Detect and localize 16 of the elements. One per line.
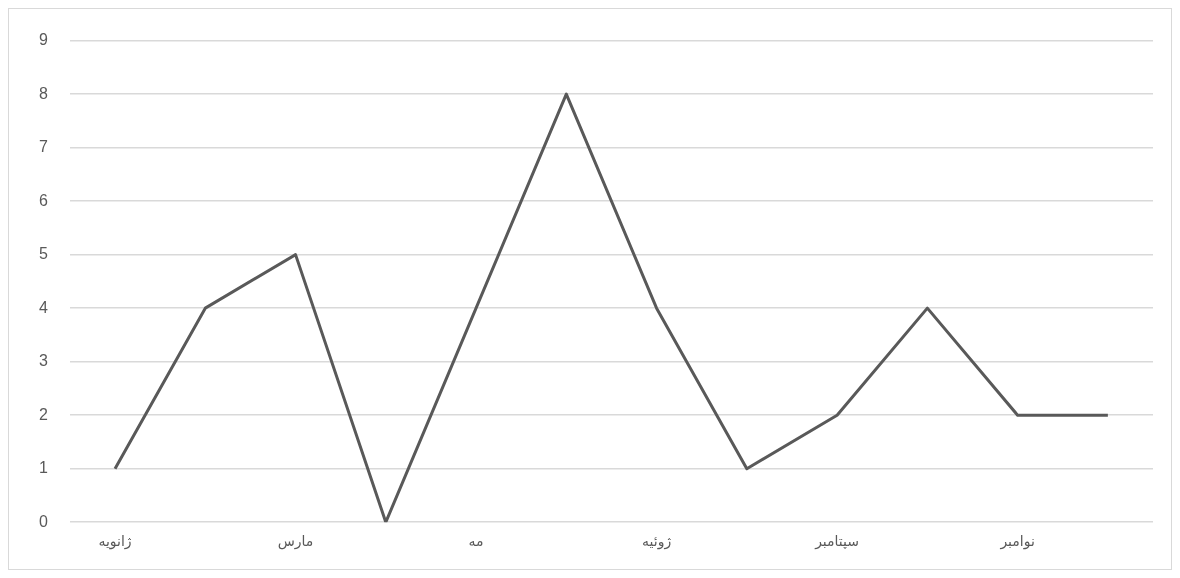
- x-tick-label: مه: [468, 533, 484, 550]
- y-tick-label: 8: [38, 84, 48, 102]
- y-tick-label: 7: [38, 138, 48, 156]
- y-tick-label: 5: [38, 245, 48, 263]
- y-tick-label: 9: [38, 31, 48, 49]
- x-tick-label: ژانویه: [98, 533, 132, 551]
- y-tick-label: 1: [38, 459, 48, 477]
- y-tick-label: 6: [38, 191, 48, 209]
- y-tick-label: 0: [38, 512, 48, 530]
- y-tick-label: 4: [38, 298, 48, 316]
- y-tick-label: 2: [38, 405, 48, 423]
- x-tick-label: نوامبر: [999, 533, 1035, 551]
- x-tick-label: مارس: [277, 533, 314, 551]
- x-tick-label: ژوئیه: [642, 533, 672, 551]
- x-tick-label: سپتامبر: [814, 533, 860, 551]
- y-tick-label: 3: [38, 352, 48, 370]
